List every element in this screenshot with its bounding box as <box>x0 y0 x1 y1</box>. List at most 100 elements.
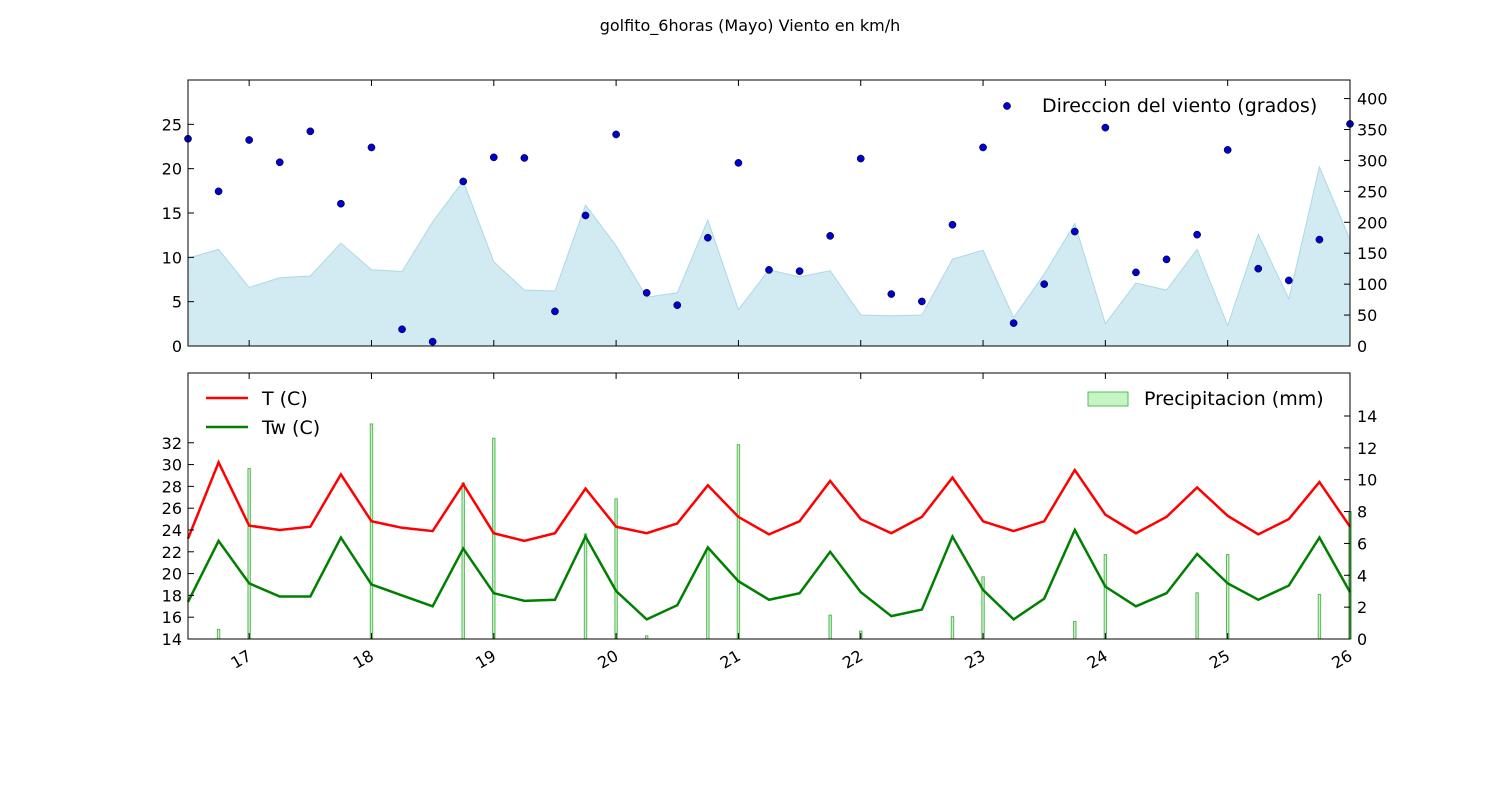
temp-left-tick-label: 20 <box>162 565 182 584</box>
temp-right-tick-label: 12 <box>1357 439 1377 458</box>
wind-direction-point <box>1254 264 1263 273</box>
wind-direction-point <box>1193 230 1201 239</box>
legend-temperature-label: T (C) <box>261 388 308 410</box>
wind-left-tick-label: 10 <box>162 248 182 267</box>
temp-right-tick-label: 2 <box>1357 598 1367 617</box>
wind-right-tick-label: 400 <box>1357 90 1388 109</box>
wind-direction-point <box>1132 268 1140 277</box>
wind-direction-point <box>306 127 315 136</box>
wind-right-tick-label: 300 <box>1357 151 1388 170</box>
wind-right-tick-label: 200 <box>1357 213 1388 232</box>
precipitation-bar <box>492 437 496 640</box>
wind-direction-point <box>214 187 223 196</box>
legend-precipitation-swatch <box>1087 391 1129 407</box>
temp-plot-frame <box>187 372 1351 640</box>
precipitation-bar <box>1103 554 1108 640</box>
temp-right-tick-label: 8 <box>1357 503 1367 522</box>
wind-direction-point <box>581 211 590 220</box>
legend-direction-label: Direccion del viento (grados) <box>1042 95 1317 117</box>
wind-direction-point <box>1101 123 1110 132</box>
legend-direction-marker <box>1003 102 1011 110</box>
precipitation-bar <box>1225 554 1230 640</box>
precipitation-bar <box>369 423 374 640</box>
temp-left-tick-label: 22 <box>162 543 182 562</box>
wind-direction-point <box>398 325 406 334</box>
legend-precipitation-label: Precipitacion (mm) <box>1144 388 1324 410</box>
wind-right-tick-label: 250 <box>1357 182 1388 201</box>
wind-direction-point <box>856 154 865 163</box>
temp-left-tick-label: 30 <box>162 456 182 475</box>
precipitation-bar <box>461 482 465 640</box>
precipitation-bar <box>614 498 618 640</box>
wind-left-tick-label: 20 <box>162 160 182 179</box>
wind-direction-point <box>1162 255 1171 264</box>
precipitation-bar <box>828 614 832 640</box>
temp-left-tick-label: 32 <box>162 434 182 453</box>
temp-right-tick-label: 4 <box>1357 566 1367 585</box>
wind-left-tick-label: 15 <box>162 204 182 223</box>
precipitation-bar <box>736 444 741 640</box>
wind-direction-point <box>428 337 437 346</box>
wind-left-tick-label: 25 <box>162 115 182 134</box>
wind-direction-point <box>245 136 254 144</box>
wind-direction-point <box>337 199 345 208</box>
wind-direction-point <box>734 159 743 167</box>
wind-direction-point <box>520 154 529 162</box>
precipitation-bar <box>247 468 251 640</box>
wind-direction-point <box>948 220 957 229</box>
precipitation-bar <box>1317 593 1322 640</box>
wind-right-tick-label: 50 <box>1357 306 1377 325</box>
precipitation-bar <box>1073 620 1077 640</box>
wind-right-tick-label: 0 <box>1357 337 1367 356</box>
wind-direction-point <box>1040 280 1049 288</box>
wind-direction-point <box>826 232 835 240</box>
wind-direction-point <box>1223 146 1232 154</box>
legend-wet-bulb-label: Tw (C) <box>261 417 320 439</box>
wind-left-tick-label: 5 <box>172 293 182 312</box>
wind-right-tick-label: 150 <box>1357 244 1388 263</box>
precipitation-bar <box>583 533 588 640</box>
temp-left-tick-label: 18 <box>162 586 182 605</box>
temp-right-tick-label: 10 <box>1357 471 1377 490</box>
wind-direction-point <box>979 143 987 152</box>
precipitation-bar <box>1195 592 1199 640</box>
temp-right-tick-label: 14 <box>1357 407 1377 426</box>
wind-direction-point <box>612 130 620 139</box>
temp-left-tick-label: 26 <box>162 499 182 518</box>
temp-plot-area <box>188 373 1350 639</box>
wind-direction-point <box>459 177 468 186</box>
temp-right-tick-label: 6 <box>1357 534 1367 553</box>
temperature-line <box>186 459 1352 543</box>
wind-direction-point <box>642 288 651 297</box>
precipitation-bar <box>950 616 955 640</box>
temp-left-tick-label: 28 <box>162 477 182 496</box>
wind-direction-point <box>918 297 926 306</box>
temp-right-tick-label: 0 <box>1357 630 1367 649</box>
wind-direction-point <box>489 153 498 162</box>
wind-direction-point <box>551 307 559 316</box>
wind-left-tick-label: 0 <box>172 337 182 356</box>
wind-direction-point <box>1284 276 1293 285</box>
precipitation-bar <box>706 547 710 640</box>
wind-direction-point <box>795 267 804 275</box>
wind-direction-point <box>887 290 896 298</box>
temp-left-tick-label: 24 <box>162 521 182 540</box>
wind-right-tick-label: 100 <box>1357 275 1388 294</box>
figure-title: golfito_6horas (Mayo) Viento en km/h <box>600 16 901 36</box>
wind-direction-point <box>367 143 376 152</box>
wind-direction-point <box>1009 319 1018 327</box>
wind-direction-point <box>765 266 773 274</box>
wind-direction-point <box>1070 227 1079 236</box>
wind-right-tick-label: 350 <box>1357 120 1388 139</box>
precipitation-bar <box>216 628 221 640</box>
wind-direction-point <box>1315 235 1324 244</box>
wind-direction-point <box>673 301 682 310</box>
wet-bulb-temperature-line <box>186 527 1352 621</box>
wind-direction-point <box>275 158 284 167</box>
wind-panel: 0510152025050100150200250300350400Direcc… <box>162 79 1388 356</box>
wind-speed-area <box>187 165 1351 347</box>
wind-direction-point <box>703 233 712 242</box>
temp-left-tick-label: 14 <box>162 630 182 649</box>
